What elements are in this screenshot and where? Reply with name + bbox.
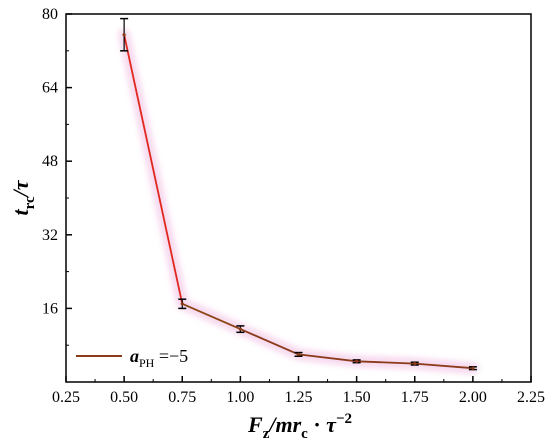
x-tick-label-2: 0.75 — [168, 389, 196, 406]
data-point-1 — [180, 302, 184, 306]
series-0-segment-5 — [414, 362, 473, 370]
x-tick-label-5: 1.50 — [343, 389, 371, 406]
legend-symbol: a — [130, 346, 139, 366]
series-0-halo — [118, 28, 479, 375]
legend-subscript: PH — [139, 356, 155, 370]
y-tick-label-4: 80 — [42, 6, 58, 23]
x-tick-label-1: 0.50 — [110, 389, 138, 406]
legend-label: aPH =−5 — [130, 346, 188, 370]
series-0-segment-3 — [298, 353, 357, 363]
series-0-segment-0 — [123, 34, 184, 304]
marker-layer — [122, 33, 475, 370]
y-tick-label-2: 48 — [42, 153, 58, 170]
legend-value: =−5 — [154, 346, 188, 366]
series-0-segment-1 — [181, 302, 241, 330]
y-axis: 16 32 48 64 80 — [42, 6, 72, 346]
errorbar-layer — [120, 17, 477, 371]
legend: aPH =−5 — [76, 346, 188, 370]
data-point-6 — [471, 366, 475, 370]
x-tick-label-8: 2.25 — [517, 389, 545, 406]
x-tick-label-6: 1.75 — [401, 389, 429, 406]
series-0-segment-2 — [240, 328, 299, 356]
x-axis: 0.25 0.50 0.75 1.00 1.25 1.50 1.75 2.00 2.25 — [52, 376, 545, 406]
series-0-segment-4 — [356, 360, 415, 365]
y-tick-label-0: 16 — [42, 300, 58, 317]
data-point-3 — [296, 352, 301, 356]
data-point-0 — [122, 33, 126, 37]
x-tick-label-7: 2.00 — [459, 389, 487, 406]
series-layer — [123, 34, 473, 370]
x-tick-label-4: 1.25 — [285, 389, 313, 406]
y-tick-label-1: 32 — [42, 227, 58, 244]
x-axis-label: Fz/mrc · τ−2 — [247, 411, 352, 442]
data-point-4 — [355, 359, 359, 363]
y-tick-label-3: 64 — [42, 80, 58, 97]
x-tick-label-0: 0.25 — [52, 389, 80, 406]
y-axis-label: trc/τ — [8, 179, 38, 215]
data-point-2 — [238, 327, 242, 331]
data-point-5 — [413, 362, 417, 366]
x-tick-label-3: 1.00 — [226, 389, 254, 406]
halo-layer — [118, 28, 479, 375]
